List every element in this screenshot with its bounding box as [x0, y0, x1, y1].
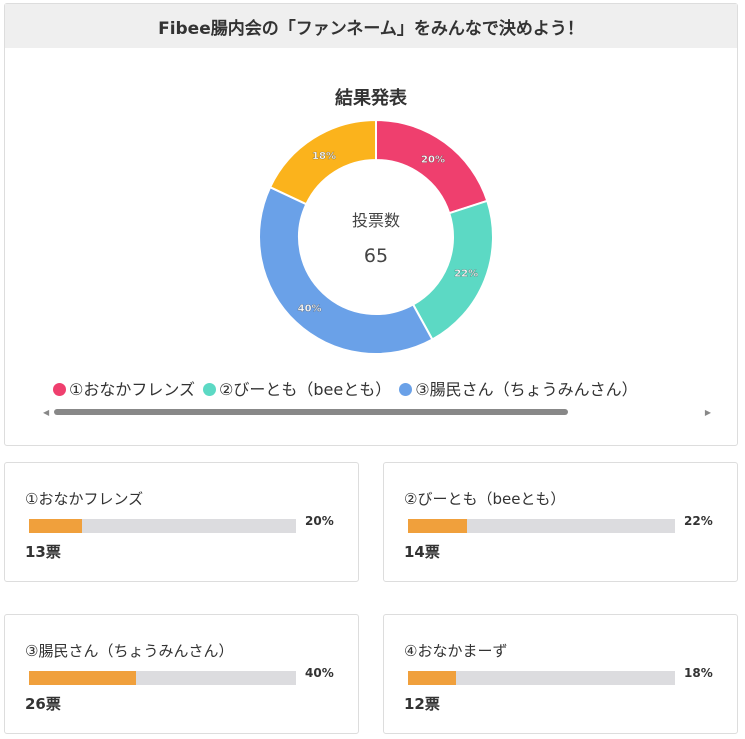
option-name: ①おなかフレンズ	[25, 490, 144, 508]
vote-count: 12票	[404, 695, 440, 713]
scrollbar-thumb[interactable]	[54, 409, 568, 415]
chart-legend: ①おなかフレンズ ②びーとも（beeとも） ③腸民さん（ちょうみんさん）	[53, 376, 638, 400]
progress-fill	[408, 519, 467, 533]
option-name: ④おなかまーず	[404, 642, 508, 660]
percent-label: 40%	[305, 666, 334, 680]
legend-dot	[399, 383, 413, 396]
progress-fill	[408, 671, 457, 685]
progress-fill	[29, 671, 136, 685]
legend-dot	[203, 383, 217, 396]
legend-item[interactable]: ②びーとも（beeとも）	[203, 376, 391, 400]
center-value: 65	[364, 245, 388, 267]
result-card: ①おなかフレンズ 20% 13票	[4, 462, 359, 582]
donut-chart: 20% 22% 40% 18% 投票数 65	[258, 118, 494, 355]
scroll-left-icon[interactable]: ◀	[43, 408, 50, 417]
result-card: ④おなかまーず 18% 12票	[383, 614, 738, 734]
donut-slice[interactable]	[375, 118, 489, 215]
option-name: ②びーとも（beeとも）	[404, 490, 566, 508]
percent-label: 20%	[305, 514, 334, 528]
vote-count: 14票	[404, 543, 440, 561]
donut-slice[interactable]	[411, 199, 494, 341]
progress-bar	[408, 519, 675, 533]
scroll-right-icon[interactable]: ▶	[704, 408, 711, 417]
legend-label: ③腸民さん（ちょうみんさん）	[415, 380, 638, 399]
donut-slice[interactable]	[268, 118, 377, 206]
progress-fill	[29, 519, 83, 533]
result-card: ②びーとも（beeとも） 22% 14票	[383, 462, 738, 582]
percent-label: 22%	[684, 514, 713, 528]
donut-slice[interactable]	[258, 185, 434, 355]
percent-label: 18%	[684, 666, 713, 680]
vote-count: 13票	[25, 543, 61, 561]
legend-scrollbar[interactable]: ◀ ▶	[43, 407, 711, 417]
slice-label: 40%	[298, 304, 322, 315]
result-card: ③腸民さん（ちょうみんさん） 40% 26票	[4, 614, 359, 734]
legend-dot	[53, 383, 66, 396]
center-label: 投票数	[352, 211, 400, 230]
progress-bar	[29, 519, 296, 533]
slice-label: 18%	[312, 151, 336, 162]
slice-label: 22%	[454, 269, 478, 280]
legend-item[interactable]: ①おなかフレンズ	[53, 376, 195, 400]
vote-count: 26票	[25, 695, 61, 713]
legend-item[interactable]: ③腸民さん（ちょうみんさん）	[399, 376, 638, 400]
page-title: Fibee腸内会の「ファンネーム」をみんなで決めよう！	[5, 4, 737, 48]
chart-title: 結果発表	[335, 88, 407, 109]
progress-bar	[29, 671, 296, 685]
option-name: ③腸民さん（ちょうみんさん）	[25, 642, 234, 660]
legend-label: ②びーとも（beeとも）	[219, 380, 392, 399]
legend-label: ①おなかフレンズ	[69, 380, 196, 399]
results-panel: Fibee腸内会の「ファンネーム」をみんなで決めよう！ 結果発表 20% 22% 4…	[4, 3, 738, 446]
slice-label: 20%	[421, 155, 445, 166]
progress-bar	[408, 671, 675, 685]
